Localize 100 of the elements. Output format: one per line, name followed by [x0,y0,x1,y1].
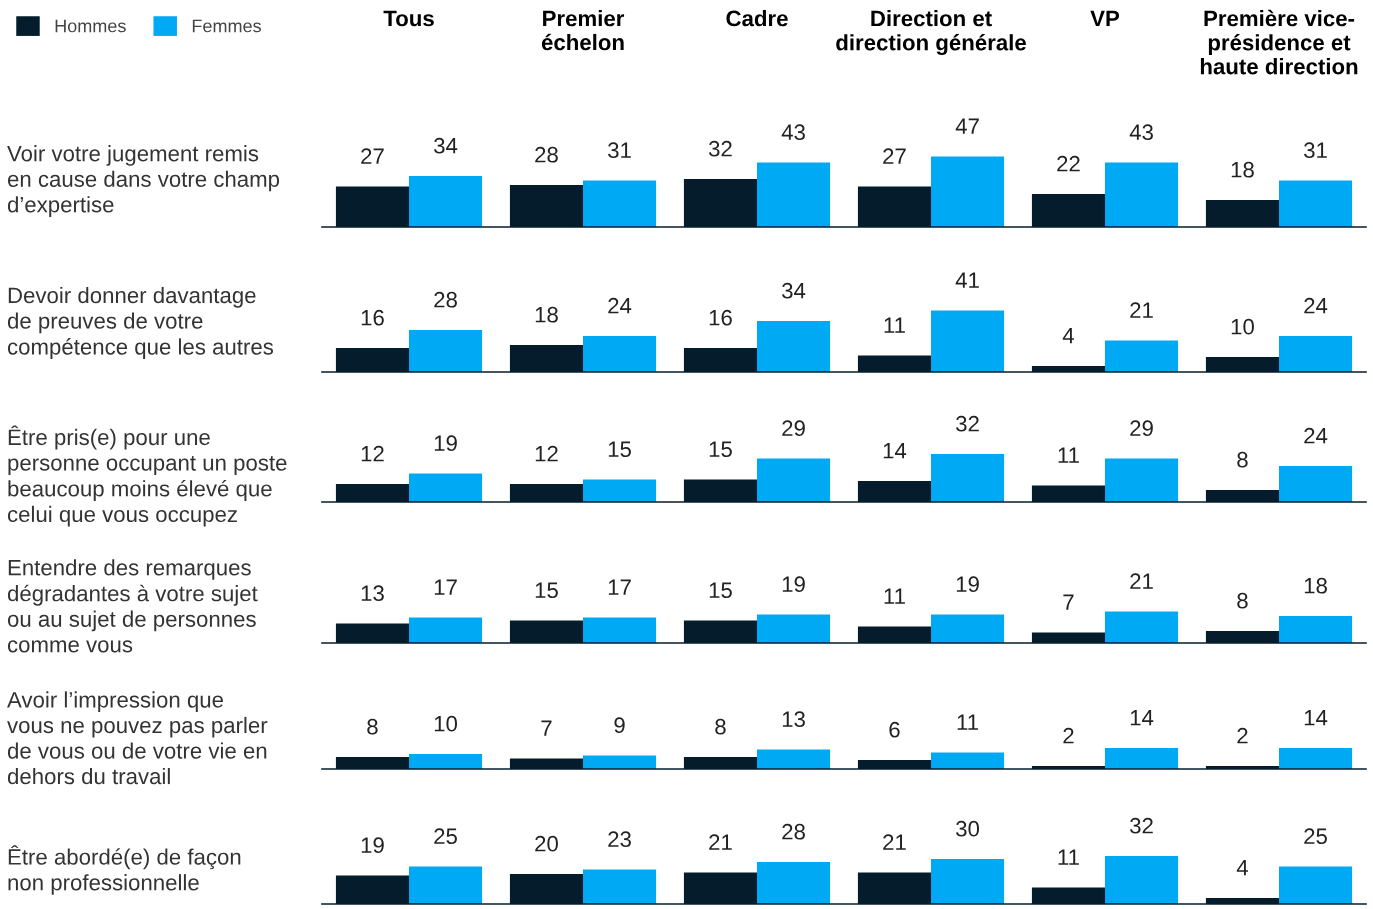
data-label: 21 [709,834,732,850]
data-label: 15 [535,582,558,599]
bar [409,754,483,769]
data-label: 19 [782,576,805,593]
bar [931,752,1005,769]
data-label: 24 [1304,297,1328,314]
data-label: 18 [535,306,558,323]
data-label: 11 [1058,447,1079,463]
data-label: 13 [361,585,384,602]
x-tick-label: VP [1090,10,1120,27]
data-label: 21 [883,834,906,850]
legend-label: Femmes [192,19,261,33]
data-label: 11 [884,317,905,333]
bar [409,330,483,372]
data-label: 11 [884,588,905,604]
data-label: 28 [535,146,558,163]
data-label: 32 [1130,817,1153,834]
text: Entendre des remarques dégradantes à votre sujet ou au sujet de personnes comme vous [7,559,258,653]
data-label: 18 [1231,161,1254,178]
data-label: 11 [957,714,978,730]
bar [931,454,1005,502]
data-label: 8 [715,718,726,735]
data-label: 47 [955,118,979,134]
text: Devoir donner davantage de preuves de votre compétence que les autres [7,286,274,360]
bar [931,310,1005,372]
data-label: 8 [1237,592,1248,609]
data-label: 7 [541,720,552,736]
data-label: 24 [1304,427,1328,444]
bar [583,336,657,372]
data-label: 4 [1236,860,1248,876]
data-label: 25 [434,828,457,845]
data-label: 8 [1237,451,1248,468]
data-label: 24 [608,297,632,314]
bar [409,176,483,227]
data-label: 20 [535,835,558,852]
bar [757,321,831,372]
bar [1105,748,1179,769]
bar [1279,616,1353,643]
bar [757,614,831,643]
data-label: 14 [1304,710,1328,726]
data-label: 23 [608,831,631,848]
data-label: 25 [1304,828,1327,845]
data-label: 31 [1304,142,1327,159]
data-label: 34 [434,137,458,154]
data-label: 43 [1129,124,1153,141]
data-label: 21 [1130,573,1153,589]
data-label: 12 [361,445,384,462]
bar [1105,856,1179,904]
data-label: 21 [1130,302,1153,318]
text: Voir votre jugement remis en cause dans votre champ d’expertise [7,145,280,217]
data-label: 31 [608,142,631,159]
data-label: 28 [782,823,805,840]
data-label: 8 [367,718,378,735]
x-tick-label: Premier échelon [541,10,625,51]
bar [1279,336,1353,372]
bar [1105,340,1179,372]
x-tick-label: Cadre [726,10,788,27]
bar [409,473,483,502]
data-label: 27 [361,148,384,164]
bar [583,180,657,227]
data-label: 16 [709,309,732,326]
bar [931,156,1005,227]
bar [1105,162,1179,227]
bar [1279,180,1353,227]
data-label: 10 [1231,318,1254,335]
data-label: 43 [781,124,805,141]
bar [583,617,657,643]
bar [757,749,831,769]
data-label: 27 [883,148,906,164]
data-label: 2 [1063,727,1074,744]
bar [1105,611,1179,643]
data-label: 7 [1063,594,1074,610]
data-label: 11 [1058,849,1079,865]
data-label: 22 [1057,155,1080,172]
x-tick-label: Tous [383,10,434,27]
bar [931,859,1005,904]
data-label: 12 [535,445,558,462]
bar [409,866,483,904]
x-tick-label: Première vice- présidence et haute direction [1200,9,1358,75]
bar [931,614,1005,643]
bar [757,162,831,227]
data-label: 13 [782,711,805,728]
data-label: 34 [782,282,806,299]
data-label: 15 [709,441,732,458]
x-tick-label: Direction et direction générale [836,10,1026,55]
data-label: 10 [434,715,458,732]
data-label: 16 [361,309,384,326]
bar [1279,748,1353,769]
data-label: 14 [883,443,907,459]
data-label: 9 [614,717,625,734]
data-label: 15 [709,582,732,599]
data-label: 29 [782,420,805,437]
data-label: 15 [608,441,631,458]
data-label: 32 [956,415,979,432]
bar [757,862,831,904]
data-label: 14 [1130,710,1154,726]
bar [409,617,483,643]
text: Avoir l’impression que vous ne pouvez pas parler de vous ou de votre vie en dehors du travail [7,691,268,785]
data-label: 19 [956,576,979,593]
chart-title: Être pris(e) pour une personne occupant un poste beaucoup moins élevé que celui que vous occupez [7,425,287,527]
